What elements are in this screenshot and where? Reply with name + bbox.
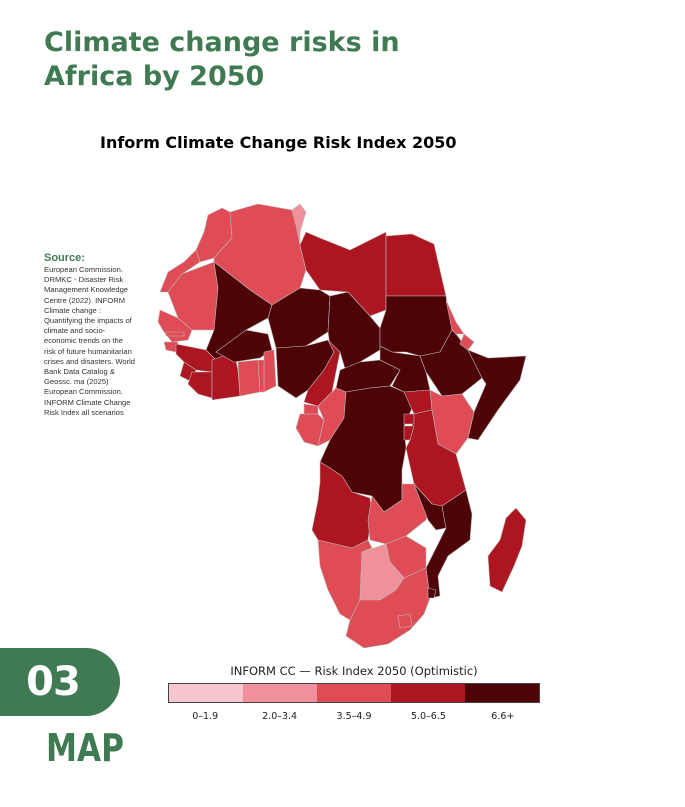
source-text: European Commission. DRMKC - Disaster Ri… xyxy=(44,265,136,417)
page-title: Climate change risks in Africa by 2050 xyxy=(44,27,400,92)
country-somalia xyxy=(467,349,527,441)
country-liberia xyxy=(187,371,213,399)
legend-swatch-5 xyxy=(465,684,539,702)
country-benin xyxy=(263,349,277,393)
country-gambia xyxy=(165,331,185,337)
country-equatorial-guinea xyxy=(303,403,319,415)
country-guinea xyxy=(175,343,217,373)
section-number: 03 xyxy=(26,659,81,705)
country-togo xyxy=(257,359,265,393)
country-western-sahara xyxy=(159,249,201,293)
source-block: Source: European Commission. DRMKC - Dis… xyxy=(44,252,136,418)
country-burkina-faso xyxy=(215,329,273,363)
country-ghana xyxy=(237,359,261,397)
country-rwanda xyxy=(403,413,415,425)
legend-label: 6.6+ xyxy=(491,711,515,722)
source-heading: Source: xyxy=(44,252,85,264)
legend-title: INFORM CC — Risk Index 2050 (Optimistic) xyxy=(230,664,478,678)
country-lesotho xyxy=(397,613,413,629)
country-cameroon xyxy=(303,339,341,407)
country-mozambique xyxy=(425,489,473,599)
country-djibouti xyxy=(459,333,475,351)
country-madagascar xyxy=(487,507,527,593)
country-egypt xyxy=(385,233,447,297)
legend-swatch-1 xyxy=(169,684,243,702)
africa-choropleth-map xyxy=(157,203,527,649)
legend-swatch-2 xyxy=(243,684,317,702)
country-burundi xyxy=(403,425,415,441)
legend-label: 3.5–4.9 xyxy=(336,711,372,722)
legend-swatch-3 xyxy=(317,684,391,702)
legend-swatch-4 xyxy=(391,684,465,702)
country-sudan xyxy=(379,295,453,357)
legend-labels: 0–1.9 2.0–3.4 3.5–4.9 5.0–6.5 6.6+ xyxy=(168,711,540,722)
country-eswatini xyxy=(427,587,437,599)
country-eritrea xyxy=(445,299,465,335)
legend-label: 0–1.9 xyxy=(192,711,219,722)
legend-label: 2.0–3.4 xyxy=(262,711,298,722)
section-number-tab: 03 xyxy=(0,648,120,716)
section-label: MAP xyxy=(46,726,124,770)
map-title: Inform Climate Change Risk Index 2050 xyxy=(100,133,457,152)
legend-label: 5.0–6.5 xyxy=(410,711,446,722)
country-tunisia xyxy=(291,203,307,246)
legend-color-bar xyxy=(168,683,540,703)
